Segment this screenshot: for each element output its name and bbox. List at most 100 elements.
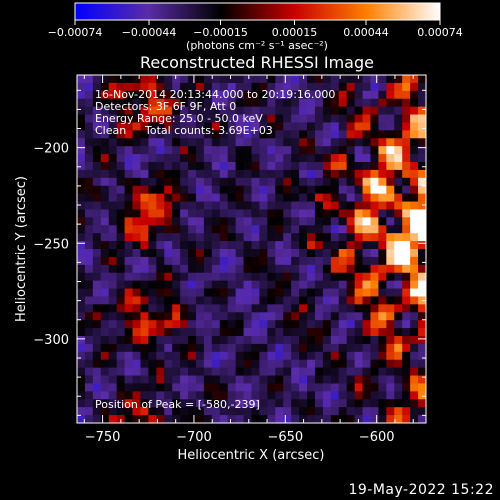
heatmap-cell	[180, 146, 189, 155]
heatmap-cell	[164, 217, 173, 226]
heatmap-cell	[386, 233, 395, 242]
heatmap-cell	[314, 130, 324, 139]
heatmap-cell	[227, 162, 237, 171]
heatmap-cell	[100, 217, 110, 226]
heatmap-cell	[195, 249, 205, 258]
heatmap-cell	[307, 415, 316, 424]
heatmap-cell	[354, 256, 363, 266]
heatmap-cell	[322, 201, 332, 210]
heatmap-cell	[188, 217, 197, 226]
heatmap-cell	[100, 193, 110, 202]
heatmap-cell	[243, 272, 252, 282]
heatmap-cell	[219, 225, 229, 234]
heatmap-cell	[322, 320, 332, 329]
heatmap-cell	[172, 177, 181, 187]
heatmap-cell	[314, 106, 324, 115]
heatmap-cell	[378, 399, 387, 408]
heatmap-cell	[354, 359, 363, 369]
heatmap-cell	[338, 217, 348, 226]
heatmap-cell	[283, 375, 292, 384]
heatmap-cell	[124, 209, 133, 218]
heatmap-cell	[100, 130, 110, 139]
heatmap-cell	[211, 320, 221, 329]
heatmap-cell	[188, 193, 197, 202]
heatmap-cell	[84, 383, 94, 392]
colorbar-tick-label: −0.00044	[122, 26, 177, 39]
heatmap-cell	[299, 375, 308, 384]
heatmap-cell	[291, 90, 300, 100]
heatmap-cell	[77, 320, 86, 329]
heatmap-cell	[402, 399, 411, 408]
heatmap-cell	[418, 367, 427, 376]
heatmap-cell	[132, 280, 141, 289]
heatmap-cell	[164, 249, 173, 258]
heatmap-cell	[195, 288, 205, 297]
heatmap-cell	[314, 351, 324, 361]
heatmap-cell	[219, 249, 229, 258]
heatmap-cell	[275, 280, 284, 289]
heatmap-cell	[211, 415, 221, 424]
heatmap-cell	[338, 249, 348, 258]
heatmap-cell	[211, 407, 221, 416]
heatmap-cell	[259, 233, 268, 242]
heatmap-cell	[180, 209, 189, 218]
heatmap-cell	[251, 312, 260, 321]
heatmap-cell	[410, 169, 419, 179]
heatmap-cell	[314, 407, 324, 416]
heatmap-cell	[251, 138, 260, 147]
heatmap-cell	[386, 272, 395, 282]
heatmap-cell	[235, 280, 244, 289]
heatmap-cell	[322, 162, 332, 171]
heatmap-cell	[108, 359, 118, 369]
heatmap-cell	[354, 336, 363, 345]
heatmap-cell	[410, 154, 419, 163]
heatmap-cell	[402, 130, 411, 139]
heatmap-cell	[418, 359, 427, 369]
heatmap-cell	[354, 351, 363, 361]
heatmap-cell	[330, 407, 340, 416]
heatmap-cell	[172, 185, 181, 195]
heatmap-cell	[338, 272, 348, 282]
heatmap-cell	[77, 138, 86, 147]
heatmap-cell	[322, 312, 332, 321]
heatmap-cell	[219, 106, 229, 115]
heatmap-cell	[172, 114, 181, 123]
heatmap-cell	[330, 233, 340, 242]
heatmap-cell	[283, 98, 292, 108]
heatmap-cell	[394, 280, 403, 289]
heatmap-cell	[378, 415, 387, 424]
heatmap-cell	[148, 375, 157, 384]
heatmap-cell	[116, 201, 125, 210]
heatmap-cell	[140, 296, 149, 305]
y-axis: −200−250−300	[33, 89, 426, 416]
heatmap-cell	[307, 98, 316, 108]
heatmap-cell	[330, 201, 340, 210]
heatmap-cell	[410, 185, 419, 195]
heatmap-cell	[203, 399, 213, 408]
heatmap-cell	[188, 201, 197, 210]
heatmap-cell	[227, 367, 237, 376]
heatmap-cell	[259, 185, 268, 195]
heatmap-cell	[92, 328, 102, 337]
heatmap-cell	[108, 169, 118, 179]
heatmap-cell	[227, 391, 237, 400]
heatmap-cell	[100, 383, 110, 392]
heatmap-cell	[227, 185, 237, 195]
heatmap-cell	[362, 407, 371, 416]
heatmap-cell	[164, 169, 173, 179]
heatmap-cell	[100, 256, 110, 266]
heatmap-cell	[362, 399, 371, 408]
heatmap-cell	[338, 288, 348, 297]
heatmap-cell	[394, 359, 403, 369]
heatmap-cell	[283, 106, 292, 115]
heatmap-cell	[195, 312, 205, 321]
heatmap-cell	[418, 399, 427, 408]
heatmap-cell	[148, 233, 157, 242]
heatmap-cell	[370, 169, 379, 179]
heatmap-cell	[418, 233, 427, 242]
heatmap-cell	[362, 296, 371, 305]
heatmap-cell	[140, 391, 149, 400]
heatmap-cell	[164, 328, 173, 337]
heatmap-cell	[338, 193, 348, 202]
heatmap-cell	[322, 209, 332, 218]
